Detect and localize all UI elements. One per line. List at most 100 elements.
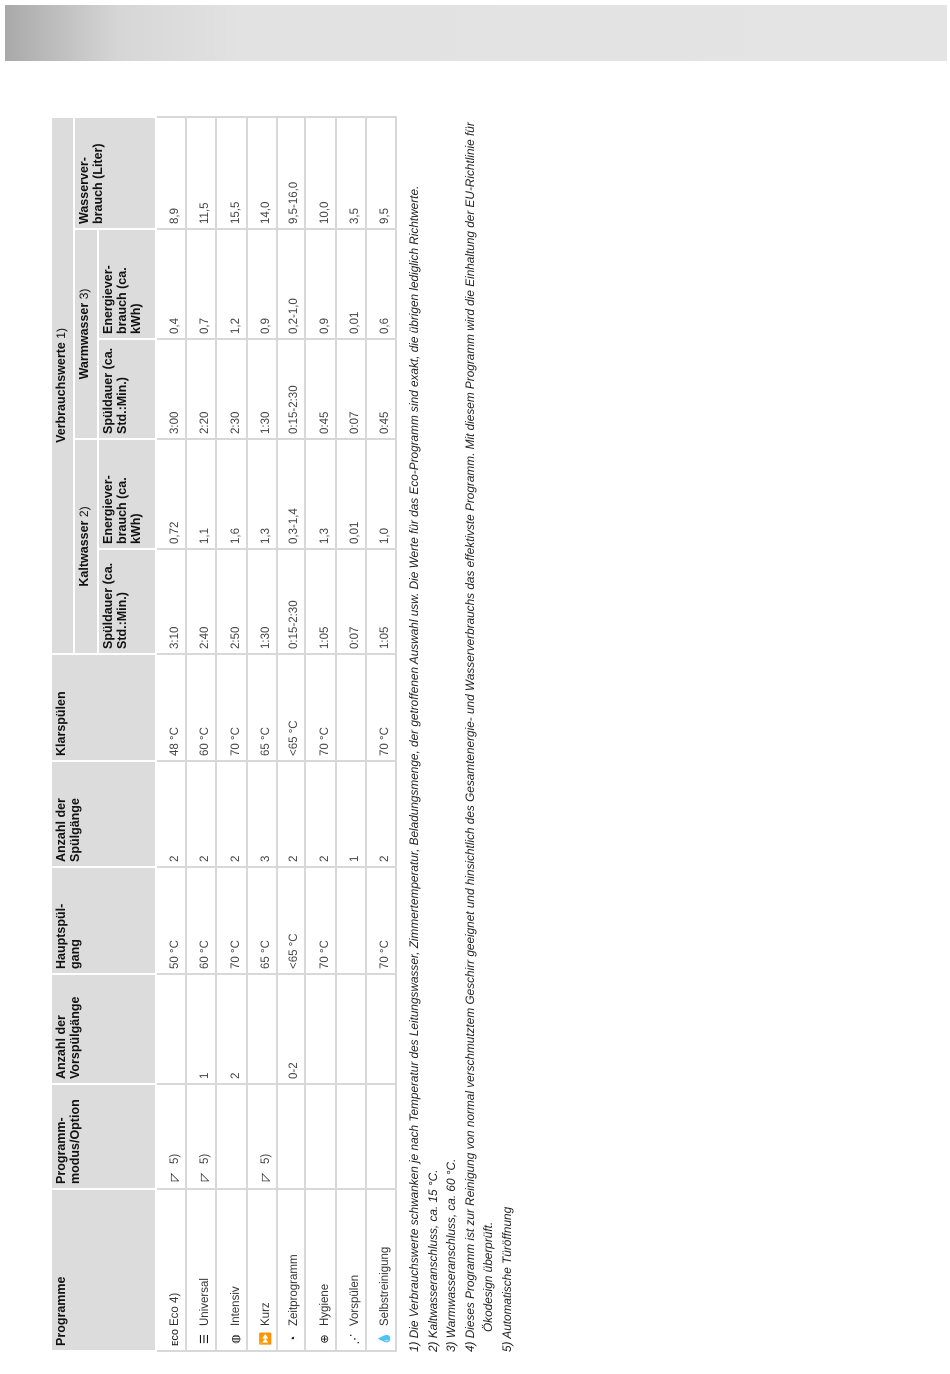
cell-k-energie: 0,72 <box>156 439 187 549</box>
cell-wasser: 10,0 <box>305 116 336 229</box>
cell-vor: 1 <box>186 974 217 1084</box>
footnote-1: 1) Die Verbrauchswerte schwanken je nach… <box>407 185 421 1352</box>
cell-haupt: 70 °C <box>305 867 336 974</box>
cell-k-dauer: 1:30 <box>246 549 277 654</box>
door-open-icon: ◸ <box>199 1172 212 1182</box>
cell-haupt: <65 °C <box>276 867 306 974</box>
cell-k-energie: 1,0 <box>365 439 396 549</box>
footnote-5: 5) Automatische Türöffnung <box>499 1206 514 1352</box>
cell-k-energie: 1,3 <box>246 439 277 549</box>
col-header-vorspuelgaenge: Anzahl der Vorspülgänge <box>51 974 156 1084</box>
cell-w-energie: 0,9 <box>246 229 277 339</box>
programme-name: Selbstreinigung <box>379 1246 391 1326</box>
consumption-table: Programme Programm- modus/Option Anzahl … <box>50 116 397 1352</box>
footnote-3: 3) Warmwasseranschluss, ca. 60 °C. <box>444 1158 459 1352</box>
footnote-ref: 2) <box>77 506 91 518</box>
cell-klar: 70 °C <box>216 654 247 761</box>
programme-cell: ᴇᴄᴏ Eco 4) <box>156 1189 187 1351</box>
cell-wasser: 11,5 <box>186 116 217 229</box>
cell-klar: 65 °C <box>246 654 277 761</box>
group-header-warmwasser: Warmwasser 3) <box>74 229 98 439</box>
cell-haupt: 70 °C <box>216 867 247 974</box>
col-header-kalt-energie: Energiever- brauch (ca. kWh) <box>98 439 156 549</box>
consumption-table-wrapper: Programme Programm- modus/Option Anzahl … <box>50 116 397 1352</box>
cell-w-energie: 1,2 <box>216 229 247 339</box>
kalt-title: Kaltwasser <box>77 520 91 587</box>
header-band <box>5 5 947 61</box>
programme-cell: ◔ Zeitprogramm <box>276 1189 306 1351</box>
cell-anzahl: 2 <box>305 761 336 867</box>
cell-wasser: 3,5 <box>335 116 366 229</box>
footnote-2: 2) Kaltwasseranschluss, ca. 15 °C. <box>425 1169 440 1352</box>
self-clean-icon: 💧 <box>379 1332 391 1346</box>
col-header-kalt-dauer: Spüldauer (ca. Std.:Min.) <box>98 549 156 654</box>
kurz-icon: ⏩ <box>259 1332 272 1346</box>
cell-w-energie: 0,01 <box>335 229 366 339</box>
col-header-wasserverbrauch: Wasserver- brauch (Liter) <box>74 116 156 229</box>
cell-k-dauer: 3:10 <box>156 549 187 654</box>
mode-cell <box>335 1084 366 1189</box>
cell-w-dauer: 0:45 <box>365 339 396 439</box>
cell-k-dauer: 1:05 <box>305 549 336 654</box>
cell-k-energie: 1,3 <box>305 439 336 549</box>
col-header-klarspuelen: Klarspülen <box>51 654 156 761</box>
cell-w-energie: 0,9 <box>305 229 336 339</box>
cell-wasser: 14,0 <box>246 116 277 229</box>
table-row: ◍Intensiv 2 70 °C 2 70 °C 2:50 1,6 2:30 1,2 15,5 <box>216 116 247 1351</box>
cell-klar: 70 °C <box>365 654 396 761</box>
mode-cell: ◸ 5) <box>246 1084 277 1189</box>
table-row: ⋰Vorspülen 1 0:07 0,01 0:07 0,01 3,5 <box>335 116 366 1351</box>
cell-k-energie: 0,01 <box>335 439 366 549</box>
group-title: Verbrauchswerte <box>54 342 68 443</box>
cell-vor: 0-2 <box>276 974 306 1084</box>
cell-w-dauer: 2:30 <box>216 339 247 439</box>
programme-cell: ◍ Intensiv <box>216 1189 247 1351</box>
group-header-kaltwasser: Kaltwasser 2) <box>74 439 98 654</box>
col-header-hauptspuelgang: Hauptspül- gang <box>51 867 156 974</box>
cell-haupt: 60 °C <box>186 867 217 974</box>
group-header-verbrauchswerte: Verbrauchswerte 1) <box>51 116 74 654</box>
cell-wasser: 9,5 <box>365 116 396 229</box>
footnote-4: 4) Dieses Programm ist zur Reinigung von… <box>462 122 496 1352</box>
col-header-spuelgaenge: Anzahl der Spülgänge <box>51 761 156 867</box>
mode-cell <box>365 1084 396 1189</box>
cell-anzahl: 2 <box>276 761 306 867</box>
table-row: ⊕Hygiene 70 °C 2 70 °C 1:05 1,3 0:45 0,9 10,0 <box>305 116 336 1351</box>
cell-anzahl: 2 <box>156 761 187 867</box>
cell-klar: 70 °C <box>305 654 336 761</box>
cell-w-dauer: 1:30 <box>246 339 277 439</box>
programme-name: Vorspülen <box>348 1274 361 1326</box>
cell-vor <box>156 974 187 1084</box>
cell-vor <box>365 974 396 1084</box>
cell-haupt: 65 °C <box>246 867 277 974</box>
cell-k-dauer: 2:50 <box>216 549 247 654</box>
cell-wasser: 8,9 <box>156 116 187 229</box>
cell-klar: 48 °C <box>156 654 187 761</box>
cell-vor: 2 <box>216 974 247 1084</box>
cell-w-dauer: 2:20 <box>186 339 217 439</box>
table-row: 💧Selbstreinigung 70 °C 2 70 °C 1:05 1,0 0:45 0,… <box>365 116 396 1351</box>
intensiv-icon: ◍ <box>229 1334 242 1344</box>
cell-wasser: 15,5 <box>216 116 247 229</box>
cell-klar: <65 °C <box>276 654 306 761</box>
mode-cell <box>276 1084 306 1189</box>
cell-w-energie: 0,4 <box>156 229 187 339</box>
col-header-mode: Programm- modus/Option <box>51 1084 156 1189</box>
cell-klar <box>335 654 366 761</box>
cell-k-energie: 0,3-1,4 <box>276 439 306 549</box>
cell-anzahl: 2 <box>216 761 247 867</box>
footnotes: 1) Die Verbrauchswerte schwanken je nach… <box>405 102 545 1352</box>
footnote-ref: 3) <box>77 288 91 300</box>
mode-note: 5) <box>199 1153 212 1164</box>
cell-w-energie: 0,2-1,0 <box>276 229 306 339</box>
table-row: ᴇᴄᴏ Eco 4) ◸ 5) 50 °C 2 48 °C 3:10 0,72 3:00 0,4 8,… <box>156 116 187 1351</box>
table-row: ☰Universal ◸5) 1 60 °C 2 60 °C 2:40 1,1 2:20 0,7 1… <box>186 116 217 1351</box>
programme-name: Eco 4) <box>169 1292 182 1326</box>
programme-cell: ⏩ Kurz <box>246 1189 277 1351</box>
cell-k-dauer: 1:05 <box>365 549 396 654</box>
cell-k-energie: 1,6 <box>216 439 247 549</box>
mode-cell: ◸ 5) <box>186 1084 217 1189</box>
cell-k-dauer: 0:15-2:30 <box>276 549 306 654</box>
hygiene-icon: ⊕ <box>318 1334 331 1344</box>
warm-title: Warmwasser <box>77 302 91 380</box>
